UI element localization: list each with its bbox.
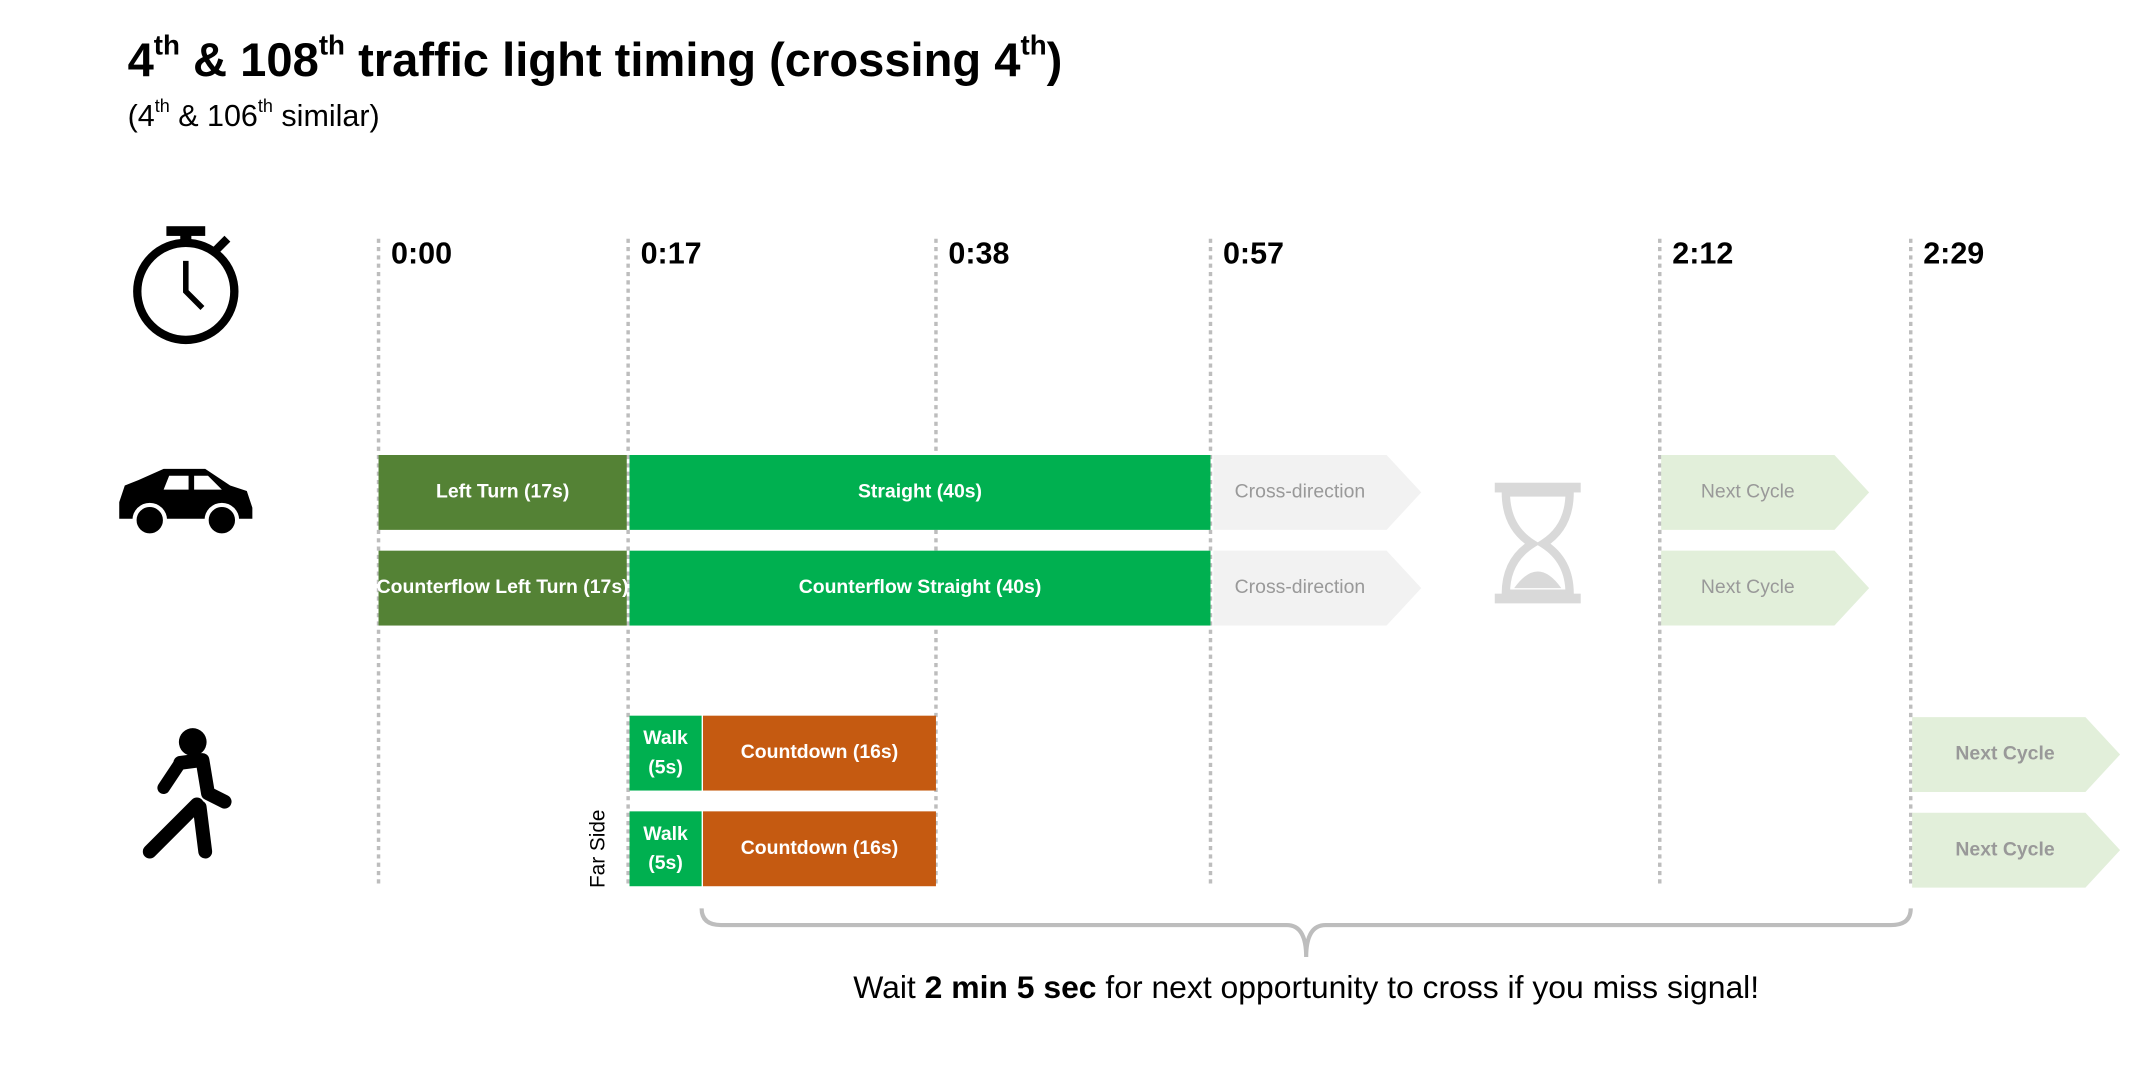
- time-label: 0:17: [641, 236, 702, 270]
- segment-label: Counterflow Straight (40s): [799, 576, 1042, 598]
- pedestrian-icon: [142, 728, 232, 859]
- segment-label: Next Cycle: [1701, 481, 1795, 503]
- subtitle-part: similar): [273, 99, 380, 133]
- hourglass-icon: [1494, 482, 1581, 604]
- time-label: 2:29: [1923, 236, 1984, 270]
- segment-label: Left Turn (17s): [436, 481, 569, 503]
- title-part: ): [1047, 33, 1063, 86]
- walk-label: Walk (5s): [643, 727, 688, 778]
- timeline: Left Turn (17s) Straight (40s) Cross-direc…: [377, 454, 2121, 888]
- segment-label: Straight (40s): [858, 481, 982, 503]
- segment-label: Next Cycle: [1955, 838, 2054, 860]
- brace: [699, 908, 1913, 957]
- signal-segment: [1213, 550, 1422, 626]
- segment-label: Cross-direction: [1235, 576, 1366, 598]
- walk-label: Walk (5s): [643, 823, 688, 874]
- walk-segment: [629, 715, 702, 791]
- footer-part: for next opportunity to cross if you mis…: [1097, 970, 1760, 1006]
- footer-note: Wait 2 min 5 sec for next opportunity to…: [853, 970, 1759, 1006]
- title-sup: th: [1021, 30, 1047, 61]
- title-part: traffic light timing (crossing 4: [345, 33, 1021, 86]
- signal-segment: [629, 550, 1211, 626]
- subtitle-part: & 106: [170, 99, 258, 133]
- segment-label: Counterflow Left Turn (17s): [377, 576, 629, 598]
- subtitle: (4th & 106th similar): [128, 96, 380, 133]
- next-cycle-segment: [1912, 812, 2121, 888]
- walk-label-line: (5s): [648, 852, 683, 874]
- walk-label-line: Walk: [643, 727, 688, 749]
- subtitle-sup: th: [258, 96, 273, 116]
- signal-segment: [1661, 550, 1870, 626]
- time-label: 0:00: [391, 236, 452, 270]
- stopwatch-icon: [133, 226, 239, 345]
- time-grid: 0:00 0:17 0:38 0:57 2:12 2:29: [376, 236, 1984, 885]
- title-part: 4: [128, 33, 154, 86]
- footer-emphasis: 2 min 5 sec: [925, 970, 1097, 1006]
- time-label: 2:12: [1672, 236, 1733, 270]
- title-part: & 108: [180, 33, 319, 86]
- segment-label: Next Cycle: [1955, 743, 2054, 765]
- title: 4th & 108th traffic light timing (crossi…: [128, 30, 1063, 87]
- time-label: 0:38: [948, 236, 1009, 270]
- signal-segment: [629, 454, 1211, 530]
- time-label: 0:57: [1223, 236, 1284, 270]
- segment-label: Countdown (16s): [741, 741, 898, 763]
- segment-label: Cross-direction: [1235, 481, 1366, 503]
- car-icon: [119, 468, 253, 538]
- signal-segment: [1213, 454, 1422, 530]
- signal-segment: [378, 550, 627, 626]
- walk-label-line: Walk: [643, 823, 688, 845]
- far-side-label: Far Side: [586, 810, 609, 889]
- title-sup: th: [319, 30, 345, 61]
- title-sup: th: [154, 30, 180, 61]
- subtitle-part: (4: [128, 99, 155, 133]
- walk-label-line: (5s): [648, 756, 683, 778]
- segment-label: Next Cycle: [1701, 576, 1795, 598]
- countdown-segment: [703, 715, 936, 791]
- signal-segment: [378, 454, 627, 530]
- walk-segment: [629, 811, 702, 887]
- footer-part: Wait: [853, 970, 924, 1006]
- signal-segment: [1661, 454, 1870, 530]
- segment-label: Countdown (16s): [741, 837, 898, 859]
- next-cycle-segment: [1912, 717, 2121, 792]
- countdown-segment: [703, 811, 936, 887]
- subtitle-sup: th: [155, 96, 170, 116]
